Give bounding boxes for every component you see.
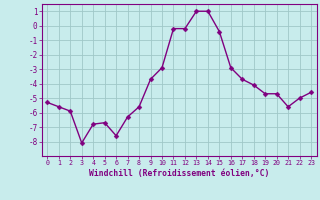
X-axis label: Windchill (Refroidissement éolien,°C): Windchill (Refroidissement éolien,°C) <box>89 169 269 178</box>
